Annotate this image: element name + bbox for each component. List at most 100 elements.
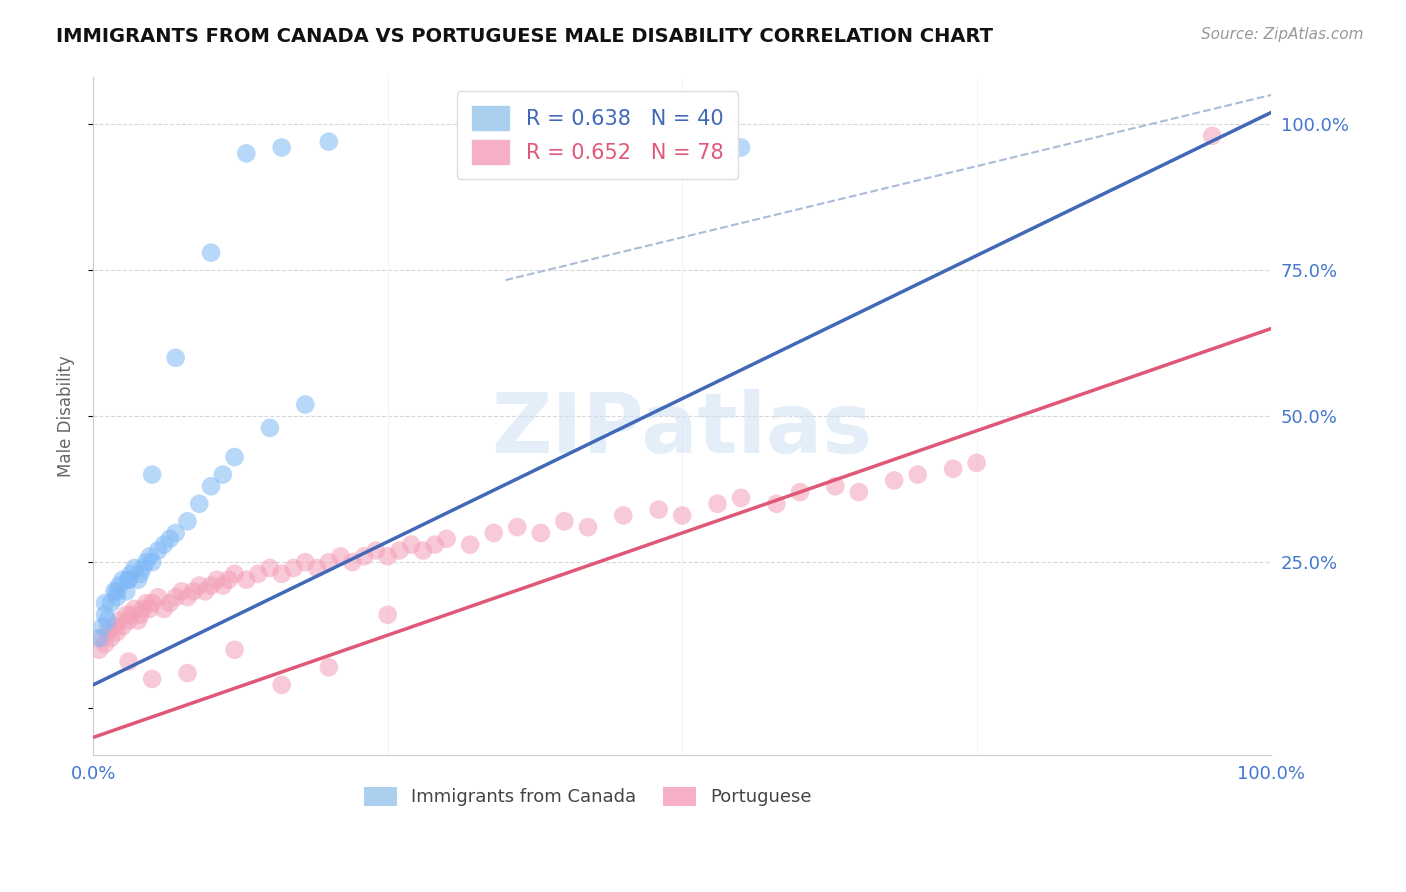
Point — [135, 555, 157, 569]
Point — [165, 526, 187, 541]
Point — [211, 467, 233, 482]
Point — [364, 543, 387, 558]
Point — [188, 578, 211, 592]
Point — [218, 573, 240, 587]
Point — [141, 555, 163, 569]
Point — [401, 538, 423, 552]
Point — [141, 467, 163, 482]
Point — [247, 566, 270, 581]
Point — [94, 596, 117, 610]
Text: ZIPatlas: ZIPatlas — [492, 389, 873, 470]
Text: IMMIGRANTS FROM CANADA VS PORTUGUESE MALE DISABILITY CORRELATION CHART: IMMIGRANTS FROM CANADA VS PORTUGUESE MAL… — [56, 27, 993, 45]
Point — [765, 497, 787, 511]
Point — [91, 631, 114, 645]
Point — [342, 555, 364, 569]
Point — [165, 591, 187, 605]
Point — [141, 596, 163, 610]
Point — [730, 491, 752, 505]
Point — [120, 566, 142, 581]
Point — [318, 135, 340, 149]
Point — [124, 602, 146, 616]
Point — [108, 614, 131, 628]
Point — [553, 514, 575, 528]
Point — [165, 351, 187, 365]
Point — [200, 578, 222, 592]
Point — [482, 526, 505, 541]
Point — [89, 631, 111, 645]
Legend: Immigrants from Canada, Portuguese: Immigrants from Canada, Portuguese — [357, 780, 818, 814]
Text: Source: ZipAtlas.com: Source: ZipAtlas.com — [1201, 27, 1364, 42]
Point — [224, 450, 246, 464]
Point — [159, 596, 181, 610]
Point — [100, 596, 122, 610]
Point — [100, 631, 122, 645]
Point — [117, 614, 139, 628]
Point — [115, 584, 138, 599]
Point — [270, 566, 292, 581]
Point — [127, 614, 149, 628]
Point — [117, 573, 139, 587]
Point — [671, 508, 693, 523]
Point — [176, 514, 198, 528]
Point — [94, 607, 117, 622]
Point — [377, 607, 399, 622]
Point — [127, 573, 149, 587]
Point — [647, 502, 669, 516]
Point — [235, 573, 257, 587]
Point — [194, 584, 217, 599]
Point — [153, 602, 176, 616]
Point — [96, 625, 118, 640]
Point — [117, 573, 139, 587]
Point — [153, 538, 176, 552]
Point — [115, 607, 138, 622]
Point — [458, 538, 481, 552]
Point — [141, 672, 163, 686]
Point — [907, 467, 929, 482]
Point — [146, 543, 169, 558]
Point — [117, 655, 139, 669]
Point — [294, 555, 316, 569]
Point — [388, 543, 411, 558]
Point — [94, 637, 117, 651]
Point — [329, 549, 352, 564]
Point — [224, 642, 246, 657]
Point — [105, 584, 128, 599]
Point — [146, 591, 169, 605]
Point — [188, 497, 211, 511]
Point — [848, 485, 870, 500]
Point — [318, 555, 340, 569]
Point — [111, 573, 134, 587]
Point — [942, 461, 965, 475]
Point — [353, 549, 375, 564]
Point — [612, 508, 634, 523]
Point — [412, 543, 434, 558]
Point — [129, 566, 152, 581]
Point — [883, 474, 905, 488]
Point — [294, 397, 316, 411]
Point — [170, 584, 193, 599]
Point — [96, 614, 118, 628]
Point — [205, 573, 228, 587]
Point — [224, 566, 246, 581]
Point — [1201, 128, 1223, 143]
Point — [966, 456, 988, 470]
Point — [139, 602, 162, 616]
Point — [824, 479, 846, 493]
Point — [200, 479, 222, 493]
Point — [176, 666, 198, 681]
Point — [129, 607, 152, 622]
Point — [436, 532, 458, 546]
Point — [305, 561, 328, 575]
Point — [131, 561, 153, 575]
Point — [423, 538, 446, 552]
Point — [105, 625, 128, 640]
Point — [706, 497, 728, 511]
Point — [91, 619, 114, 633]
Point — [89, 642, 111, 657]
Point — [183, 584, 205, 599]
Point — [159, 532, 181, 546]
Point — [259, 421, 281, 435]
Point — [105, 591, 128, 605]
Point — [530, 526, 553, 541]
Point — [200, 245, 222, 260]
